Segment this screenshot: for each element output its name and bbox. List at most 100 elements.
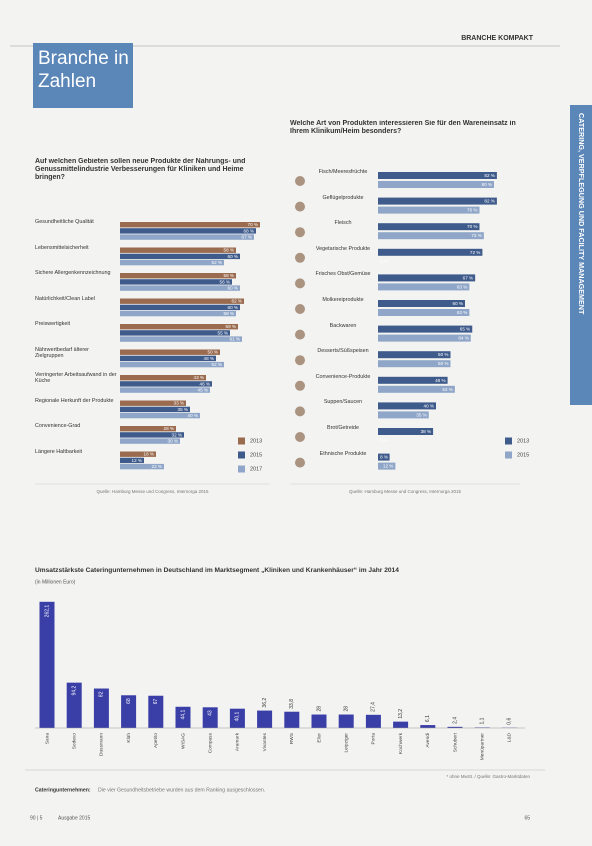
footer-note-label: Cateringunternehmen:	[35, 787, 91, 793]
side-tab-label: CATERING, VERPFLEGUNG UND FACILITY MANAG…	[577, 113, 586, 315]
bar	[120, 387, 210, 393]
category-label-box: Desserts/Süßspeisen	[317, 348, 368, 354]
value-label: 40,1	[235, 711, 241, 721]
value-label: 68 %	[244, 228, 254, 233]
category-label: Nährwertbedarf älterer Zielgruppen	[35, 346, 89, 359]
category-label: Suppen/Saucen	[323, 399, 363, 406]
value-label: 73 %	[471, 233, 481, 238]
value-label: 44,1	[180, 710, 186, 720]
category-label: Convenience-Produkte	[315, 373, 371, 380]
bar	[120, 400, 186, 406]
chart-title-box: Auf welchen Gebieten sollen neue Produkt…	[35, 158, 246, 182]
chart-title: Umsatzstärkste Cateringunternehmen in De…	[35, 567, 399, 574]
bar	[378, 197, 497, 205]
legend-label: 2015	[250, 452, 262, 458]
value-label: 67 %	[242, 235, 252, 240]
value-label: 50 %	[208, 350, 218, 355]
category-label: Vegetarische Produkte	[315, 245, 371, 252]
value-label: 68	[126, 698, 132, 704]
x-tick-label: Schubert	[452, 732, 458, 752]
bar	[378, 351, 451, 359]
value-label: 82 %	[484, 199, 494, 204]
page-title-box: Branche in Zahlen	[38, 48, 129, 92]
category-label-box: Lebensmittelsicherheit	[35, 245, 89, 251]
bar	[120, 412, 200, 419]
legend-swatch	[238, 437, 245, 445]
category-label-box: Regionale Herkunft der Produkte	[35, 398, 114, 404]
product-icon	[295, 406, 305, 417]
value-label: 28 %	[164, 426, 174, 431]
value-label: 262,1	[44, 605, 50, 618]
value-label: 52 %	[212, 260, 222, 265]
x-tick-label: Vivantes	[262, 732, 268, 751]
section-label: BRANCHE KOMPAKT	[461, 35, 534, 42]
bar	[365, 714, 381, 728]
value-label: 12 %	[132, 458, 142, 463]
category-label: Sichere Allergenkennzeichnung	[35, 270, 111, 276]
legend-label: 2013	[250, 438, 262, 444]
bar	[120, 222, 260, 228]
category-label: Ethnische Produkte	[319, 450, 367, 457]
value-label: 43	[208, 710, 214, 716]
category-label-box: Backwaren	[329, 322, 357, 329]
value-label: 27,4	[371, 702, 377, 712]
value-label: 35 %	[416, 412, 426, 417]
bar	[120, 285, 240, 291]
x-tick-label: Kochwerk	[398, 732, 404, 754]
bar	[311, 714, 327, 728]
bar	[120, 324, 238, 330]
value-label: 40 %	[424, 403, 434, 408]
bar	[39, 601, 55, 728]
bar	[120, 279, 232, 285]
category-label-box: Nährwertbedarf älterer Zielgruppen	[35, 346, 89, 359]
chart-title: Auf welchen Gebieten sollen neue Produkt…	[35, 158, 246, 182]
value-label: 28	[344, 706, 350, 712]
value-label: 72 %	[470, 250, 480, 255]
bar	[338, 714, 354, 728]
category-label: Brot/Getreide	[326, 425, 360, 431]
value-label: 28	[316, 706, 322, 712]
x-tick-label: Avendi	[425, 733, 431, 748]
category-label: Molkereiprodukte	[322, 297, 364, 303]
value-label: 63 %	[457, 284, 467, 289]
category-label-box: Preiswertigkeit	[35, 321, 70, 327]
bar	[120, 247, 236, 253]
category-label-box: Frisches Obst/Gemüse	[315, 271, 370, 277]
x-tick-label: Porta	[371, 733, 377, 745]
value-label: 82	[99, 691, 105, 697]
category-label-box: Convenience-Produkte	[315, 373, 371, 380]
bar	[378, 248, 483, 256]
bar	[378, 334, 471, 342]
value-label: 64 %	[458, 336, 468, 341]
legend-swatch	[505, 451, 512, 459]
bar	[120, 304, 240, 311]
bar	[120, 463, 164, 470]
bar	[120, 355, 216, 362]
x-tick-label: Klüh	[126, 733, 132, 743]
category-label-box: Fleisch	[334, 220, 351, 226]
category-label: Backwaren	[329, 322, 357, 329]
value-label: 70 %	[467, 208, 477, 213]
category-label-box: Verringerter Arbeitsaufwand in der Küche	[35, 372, 117, 384]
value-label: 67	[153, 699, 159, 705]
value-label: 2,4	[452, 717, 458, 724]
bar	[393, 721, 409, 728]
value-label: 35 %	[178, 407, 188, 412]
page-number-right: 65	[524, 815, 530, 821]
value-label: 58 %	[224, 311, 234, 316]
bar	[66, 682, 82, 728]
category-label-box: Längere Haltbarkeit	[35, 449, 82, 455]
category-label-box: Molkereiprodukte	[322, 297, 364, 303]
bar	[120, 253, 240, 260]
value-label: 0,6	[507, 718, 513, 725]
value-label: 52 %	[212, 362, 222, 367]
value-label: 50 %	[438, 352, 448, 357]
category-label: Natürlichkeit/Clean Label	[35, 295, 95, 302]
category-label-box: Gesundheitliche Qualität	[35, 219, 94, 225]
category-label: Gesundheitliche Qualität	[35, 219, 94, 225]
bar	[120, 381, 212, 387]
x-tick-label: Dussmann	[99, 733, 105, 756]
bar	[120, 361, 224, 368]
product-icon	[295, 176, 305, 186]
